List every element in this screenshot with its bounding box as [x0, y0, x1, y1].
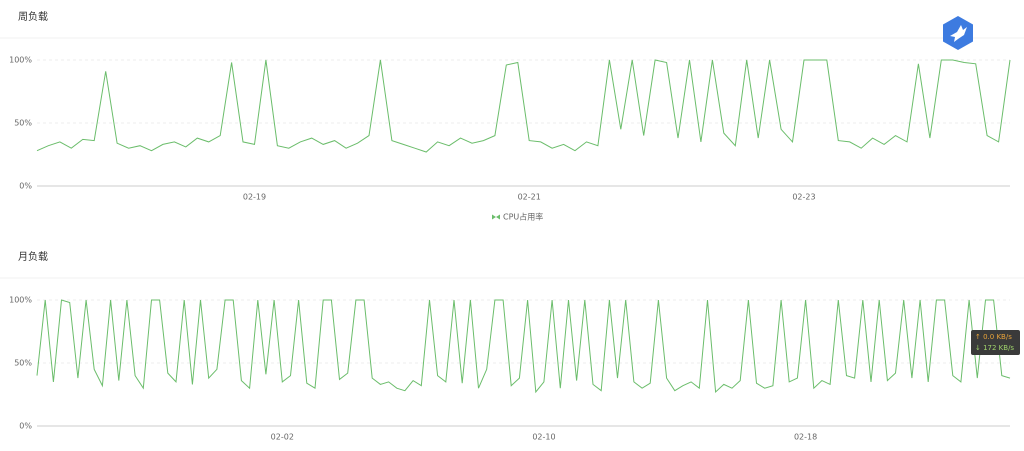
x-tick-label: 02-19: [243, 193, 266, 202]
cpu-line: [36, 299, 1011, 394]
upload-speed: ↑ 0.0 KB/s: [975, 333, 1012, 341]
x-tick-label: 02-18: [794, 433, 817, 442]
network-overlay: ↑ 0.0 KB/s ↓ 172 KB/s: [971, 330, 1020, 355]
x-tick-label: 02-23: [792, 193, 815, 202]
y-tick-label: 0%: [19, 422, 32, 431]
y-tick-label: 50%: [14, 359, 32, 368]
chart-panel: 月负载 0% 50% 100% 02-02 02-10 02-18: [0, 250, 1024, 442]
x-tick-label: 02-21: [518, 193, 541, 202]
download-speed: ↓ 172 KB/s: [975, 344, 1014, 352]
y-tick-label: 100%: [9, 56, 32, 65]
y-tick-label: 50%: [14, 119, 32, 128]
y-tick-label: 0%: [19, 182, 32, 191]
legend-item[interactable]: CPU占用率: [492, 212, 543, 222]
chart-title: 周负载: [18, 10, 48, 23]
chart-panel: 周负载 0% 50% 100% 02-19 02-21 02-23 CPU占用率: [0, 10, 1024, 222]
legend-marker: [492, 214, 500, 220]
x-tick-label: 02-02: [271, 433, 294, 442]
x-tick-label: 02-10: [532, 433, 555, 442]
cpu-line: [36, 59, 1011, 153]
logo: [943, 16, 973, 50]
legend-label: CPU占用率: [503, 212, 543, 222]
chart-title: 月负载: [18, 250, 48, 263]
y-tick-label: 100%: [9, 296, 32, 305]
